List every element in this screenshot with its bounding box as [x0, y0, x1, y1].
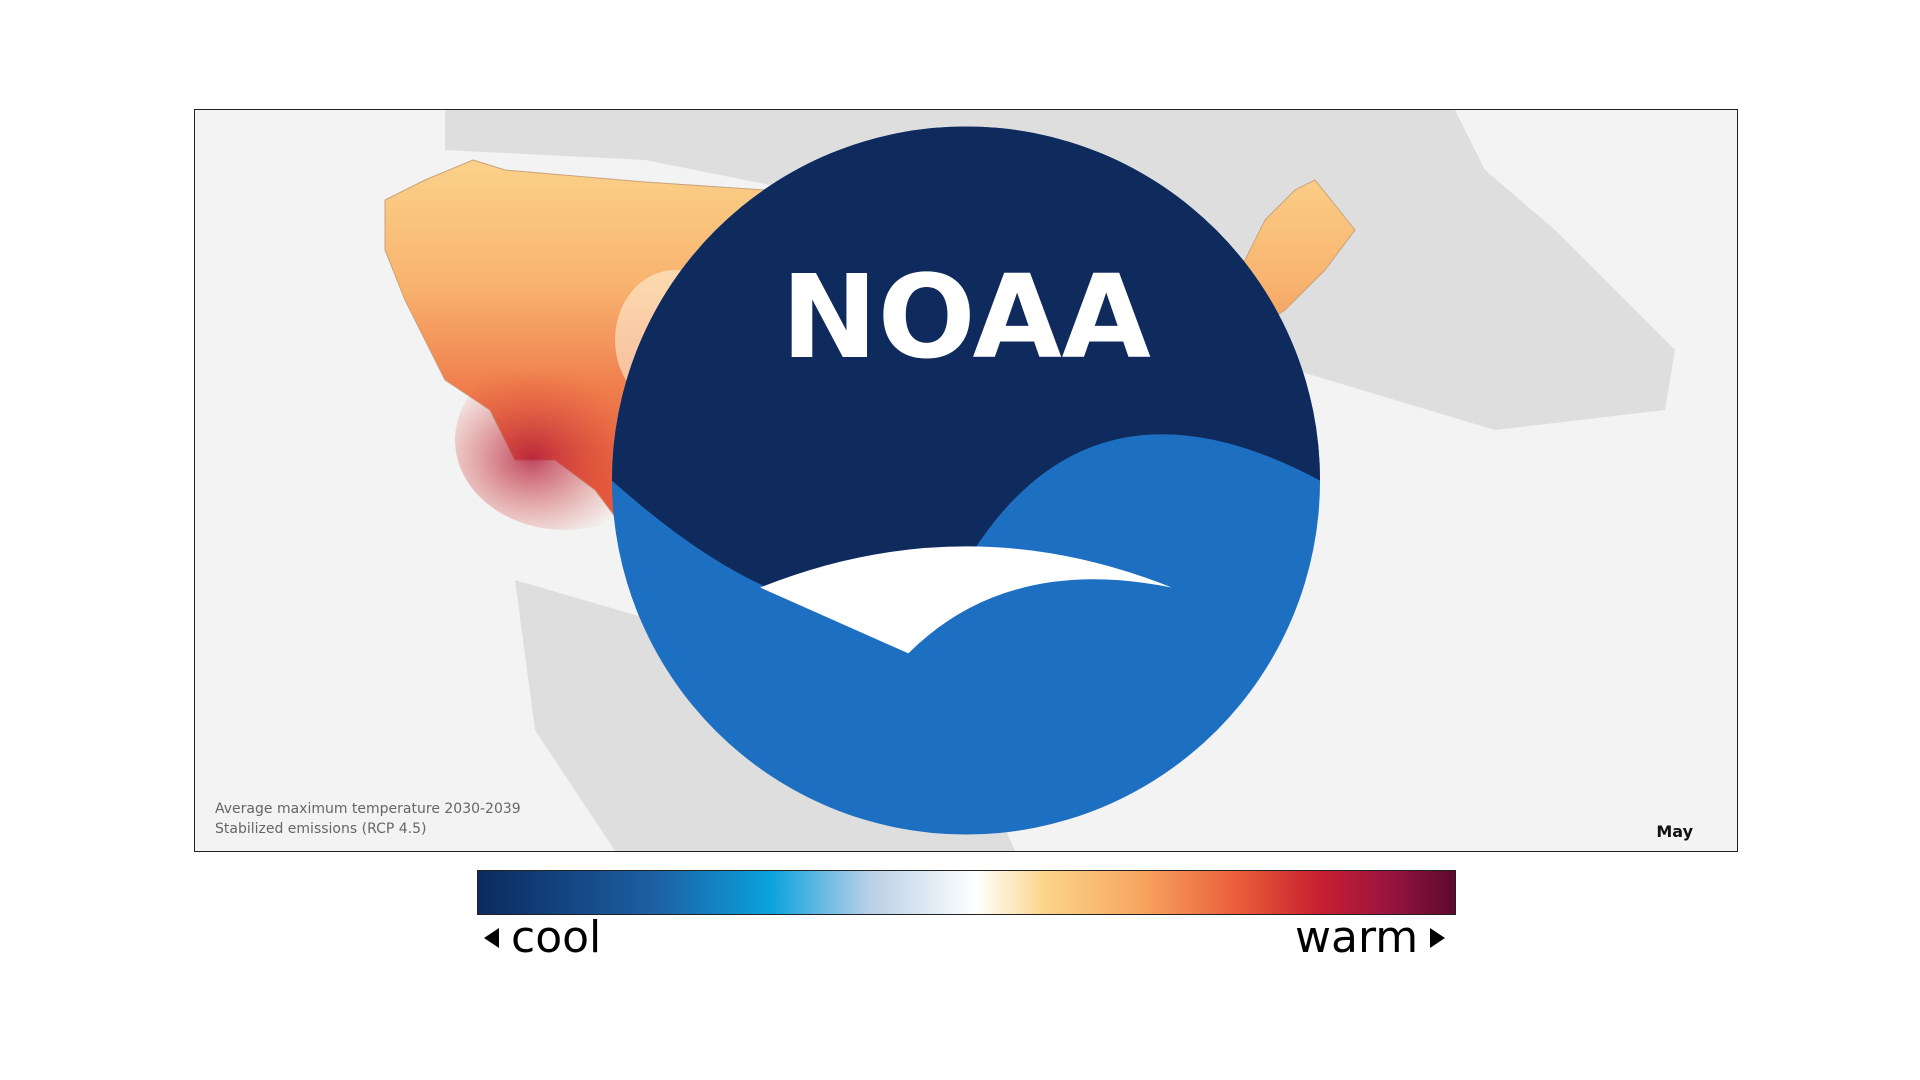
map-panel: Average maximum temperature 2030-2039 St… [194, 109, 1738, 852]
noaa-logo-text: NOAA [781, 251, 1151, 385]
legend-warm: warm [1295, 912, 1446, 963]
noaa-logo: NOAA [611, 126, 1321, 835]
caption-line-2: Stabilized emissions (RCP 4.5) [215, 821, 427, 837]
arrow-right-icon [1430, 927, 1446, 948]
caption-line-1: Average maximum temperature 2030-2039 [215, 801, 521, 817]
warm-label: warm [1295, 912, 1419, 963]
legend-cool: cool [484, 912, 601, 963]
cool-label: cool [511, 912, 602, 963]
month-label: May [1656, 822, 1693, 841]
color-scale-bar [477, 870, 1456, 915]
arrow-left-icon [484, 927, 499, 948]
map-caption: Average maximum temperature 2030-2039 St… [215, 799, 521, 839]
